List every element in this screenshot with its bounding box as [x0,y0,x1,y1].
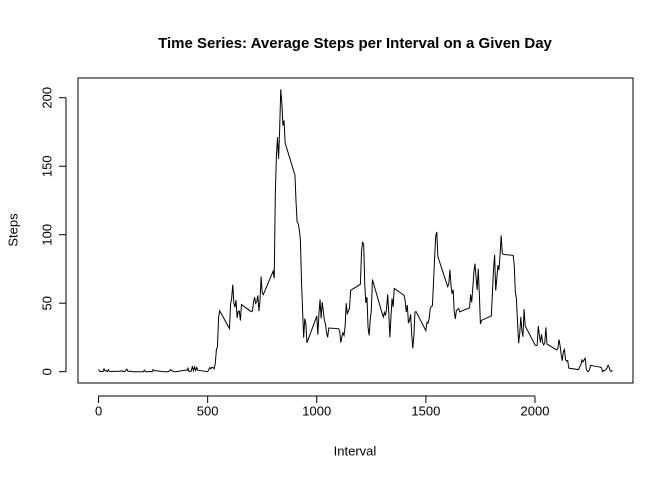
chart-title: Time Series: Average Steps per Interval … [158,35,552,52]
data-line [98,89,613,373]
y-axis-label: Steps [5,213,20,247]
y-tick-label: 200 [39,87,54,109]
y-tick-label: 0 [39,368,54,375]
y-tick-label: 150 [39,155,54,177]
x-tick-label: 2000 [521,403,550,418]
plot-box [77,77,634,384]
x-tick-label: 1000 [302,403,331,418]
x-tick-label: 0 [95,403,102,418]
y-tick-label: 100 [39,224,54,246]
y-tick-label: 50 [39,296,54,310]
x-tick-label: 1500 [411,403,440,418]
x-axis-label: Interval [334,443,377,458]
x-tick-label: 500 [197,403,219,418]
